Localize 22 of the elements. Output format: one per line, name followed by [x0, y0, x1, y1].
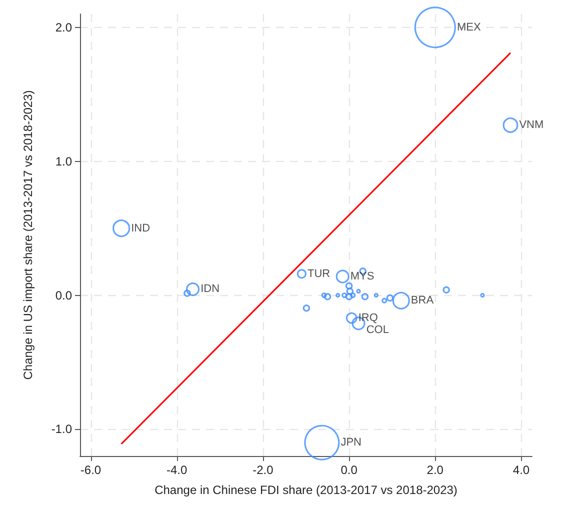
x-tick-label: -6.0	[80, 463, 102, 477]
x-tick-label: -2.0	[252, 463, 274, 477]
data-label: IDN	[200, 283, 220, 296]
x-tick-label: 0.0	[340, 463, 358, 477]
data-label: VNM	[519, 119, 544, 132]
y-axis-title: Change in US import share (2013-2017 vs 2018-2023)	[21, 90, 35, 380]
data-label: MEX	[456, 21, 482, 34]
data-label: TUR	[307, 268, 330, 280]
y-tick-label: -1.0	[51, 422, 72, 436]
y-tick-label: 1.0	[55, 154, 72, 168]
x-axis-title: Change in Chinese FDI share (2013-2017 vs 2018-2023)	[154, 483, 458, 497]
data-label: COL	[366, 324, 389, 336]
data-label: JPN	[340, 436, 362, 449]
data-label: IND	[131, 222, 150, 234]
x-tick-label: -4.0	[166, 463, 188, 477]
data-label: IRQ	[358, 312, 378, 324]
y-tick-label: 0.0	[55, 288, 72, 302]
x-tick-label: 2.0	[426, 463, 444, 477]
y-tick-label: 2.0	[55, 20, 72, 34]
data-label: BRA	[410, 294, 434, 307]
x-tick-label: 4.0	[512, 463, 530, 477]
data-label: MYS	[350, 270, 374, 283]
